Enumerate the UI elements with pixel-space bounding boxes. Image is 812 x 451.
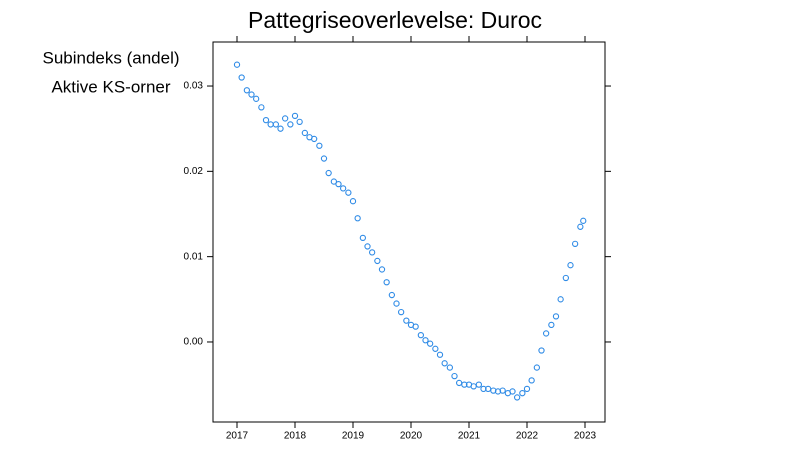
data-point [417, 331, 425, 339]
data-point [436, 351, 444, 358]
data-point [345, 189, 352, 196]
data-point [523, 385, 531, 393]
data-point [364, 243, 371, 250]
data-point [580, 217, 587, 224]
x-tick-label: 2019 [342, 431, 365, 442]
data-point [552, 313, 560, 320]
x-tick-label: 2020 [400, 431, 423, 442]
data-point [426, 340, 434, 347]
data-point [441, 360, 448, 367]
data-point [281, 115, 289, 122]
data-point [272, 121, 280, 128]
y-tick-label: 0.01 [184, 251, 204, 262]
panel-label: Aktive KS-orner [51, 77, 170, 96]
data-point [262, 116, 270, 124]
data-point [548, 321, 555, 329]
data-point [533, 364, 541, 371]
data-point [359, 234, 367, 242]
data-point [567, 262, 574, 269]
data-point [325, 169, 332, 177]
data-point [277, 125, 284, 132]
data-point [296, 118, 303, 126]
data-point [475, 381, 483, 388]
data-point [233, 61, 241, 68]
chart-title: Pattegriseoverlevelse: Duroc [248, 7, 542, 33]
data-point [480, 385, 487, 393]
data-point [393, 300, 400, 307]
data-point [461, 381, 468, 388]
x-tick-label: 2017 [226, 431, 249, 442]
data-point [310, 135, 318, 143]
x-tick-label: 2021 [458, 431, 481, 442]
data-point [528, 377, 535, 384]
data-point [238, 74, 245, 81]
data-point [248, 91, 255, 98]
data-point [316, 142, 323, 149]
data-point [287, 121, 294, 128]
data-point [243, 87, 251, 94]
data-point [354, 215, 361, 222]
data-point [542, 330, 550, 337]
data-point [383, 279, 390, 286]
data-point [320, 155, 328, 162]
data-point [451, 372, 458, 380]
y-tick-label: 0.03 [184, 81, 204, 92]
data-point [577, 223, 584, 230]
x-tick-label: 2018 [284, 431, 307, 442]
data-point [291, 112, 299, 120]
y-tick-label: 0.02 [184, 166, 204, 177]
data-point [252, 95, 260, 102]
x-tick-label: 2022 [516, 431, 539, 442]
data-point [330, 178, 338, 185]
data-point [446, 364, 454, 371]
data-point [422, 337, 429, 344]
y-tick-label: 0.00 [184, 337, 204, 348]
data-point [258, 104, 265, 111]
data-point [339, 185, 347, 192]
data-point [403, 317, 410, 324]
data-point [571, 240, 579, 248]
data-point [432, 345, 439, 352]
data-point [368, 249, 376, 256]
data-point [335, 180, 342, 188]
data-point [557, 296, 564, 303]
data-point [349, 198, 357, 205]
data-point [538, 347, 545, 354]
data-point [412, 323, 419, 330]
plot-frame [212, 41, 606, 423]
data-point [397, 308, 405, 316]
data-point [513, 394, 521, 401]
panel-label: Subindeks (andel) [42, 48, 179, 67]
data-point [509, 388, 516, 395]
x-tick-label: 2023 [574, 431, 597, 442]
data-point [301, 129, 309, 137]
data-point [374, 257, 381, 265]
data-point [499, 387, 506, 394]
data-point [519, 390, 526, 397]
data-point [388, 291, 396, 299]
data-point [378, 266, 386, 273]
data-point [562, 274, 570, 282]
